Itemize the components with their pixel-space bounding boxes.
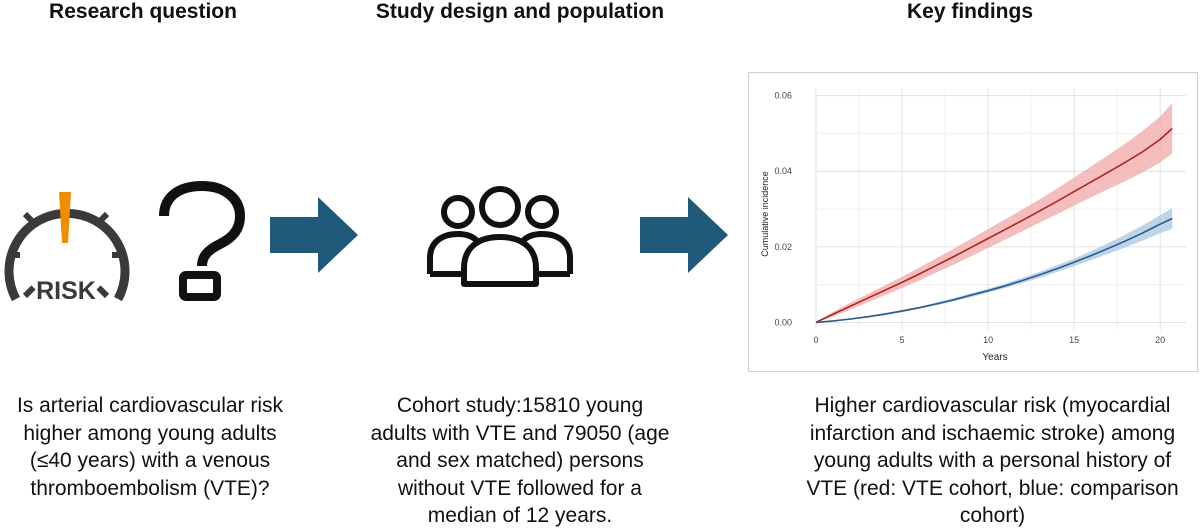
caption-key-findings: Higher cardiovascular risk (myocardial i… bbox=[785, 392, 1200, 530]
gauge-tick bbox=[22, 211, 36, 225]
gauge-tick bbox=[96, 285, 110, 299]
caption-line: and sex matched) persons bbox=[396, 449, 644, 472]
series-line-comparison bbox=[815, 217, 1173, 324]
caption-research-question: Is arterial cardiovascular risk higher a… bbox=[0, 392, 300, 502]
x-tick-label: 10 bbox=[983, 335, 993, 345]
caption-line: cohort) bbox=[959, 504, 1026, 527]
x-tick-label: 5 bbox=[900, 335, 905, 345]
caption-line: higher among young adults bbox=[23, 421, 277, 445]
x-tick-label: 0 bbox=[813, 335, 818, 345]
users-group-icon bbox=[427, 186, 573, 287]
caption-line: without VTE followed for a bbox=[398, 476, 642, 500]
y-tick-label: 0.04 bbox=[774, 166, 792, 176]
gauge-tick bbox=[22, 285, 36, 299]
caption-line: VTE (red: VTE cohort, blue: comparison bbox=[806, 476, 1179, 500]
x-axis-ticks: 0 5 10 15 20 bbox=[813, 335, 1165, 345]
y-axis-label: Cumulative incidence bbox=[760, 171, 770, 257]
arrow-right-icon bbox=[270, 197, 358, 273]
y-tick-label: 0.06 bbox=[774, 91, 792, 101]
cumulative-incidence-chart: 0 5 10 15 20 0.00 0.02 0.04 0.06 Years Cumulati… bbox=[748, 72, 1198, 372]
caption-line: young adults with a personal history of bbox=[813, 449, 1172, 472]
question-mark-icon bbox=[159, 180, 246, 301]
series-line-vte bbox=[815, 127, 1173, 324]
caption-line: Higher cardiovascular risk (myocardial bbox=[814, 394, 1171, 417]
arrow-right-icon bbox=[640, 197, 728, 273]
x-tick-label: 15 bbox=[1069, 335, 1079, 345]
heading-key-findings: Key findings bbox=[906, 0, 1033, 23]
y-tick-label: 0.02 bbox=[774, 242, 792, 252]
risk-gauge-icon: RISK bbox=[4, 192, 130, 305]
heading-study-design: Study design and population bbox=[375, 0, 665, 23]
x-tick-label: 20 bbox=[1155, 335, 1165, 345]
gauge-tick bbox=[96, 211, 110, 225]
caption-line: adults with VTE and 79050 (age bbox=[370, 421, 670, 445]
caption-line: median of 12 years. bbox=[427, 504, 613, 527]
gauge-needle bbox=[59, 192, 71, 243]
caption-line: infarction and ischaemic stroke) among bbox=[809, 421, 1176, 445]
heading-research-question: Research question bbox=[49, 0, 237, 23]
caption-line: Is arterial cardiovascular risk bbox=[16, 394, 284, 417]
caption-study-design: Cohort study:15810 young adults with VTE… bbox=[360, 392, 680, 530]
risk-label: RISK bbox=[36, 277, 96, 305]
caption-line: (≤40 years) with a venous bbox=[29, 449, 271, 472]
caption-line: Cohort study:15810 young bbox=[396, 394, 644, 417]
y-tick-label: 0.00 bbox=[774, 317, 792, 327]
x-axis-label: Years bbox=[982, 352, 1007, 363]
series-lines bbox=[815, 127, 1173, 324]
y-axis-ticks: 0.00 0.02 0.04 0.06 bbox=[774, 91, 792, 328]
caption-line: thromboembolism (VTE)? bbox=[30, 476, 270, 500]
